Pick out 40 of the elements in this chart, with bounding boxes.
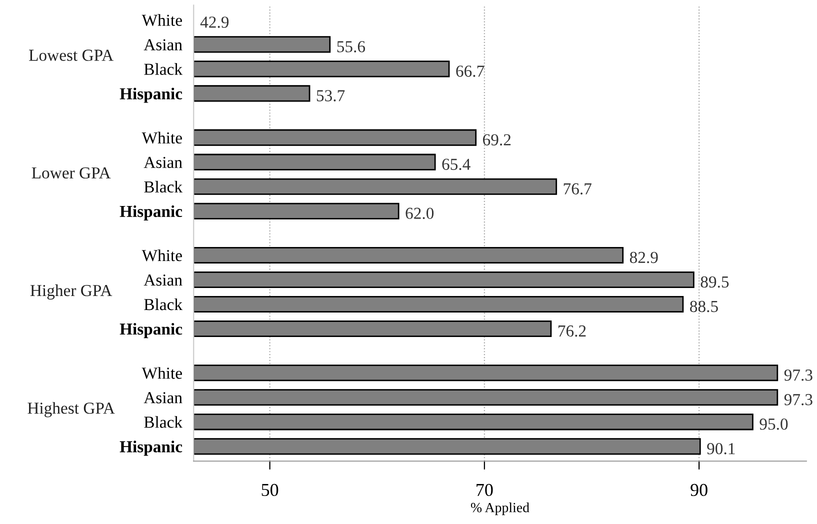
data-label: 76.7 <box>564 183 592 195</box>
data-label: 97.3 <box>784 394 812 406</box>
y-tick-label: Hispanic <box>120 440 182 456</box>
y-tick-label: Black <box>144 298 183 310</box>
y-tick-label: Black <box>144 416 183 428</box>
y-tick-label: Hispanic <box>120 205 182 220</box>
y-tick-label: Asian <box>144 392 182 404</box>
y-tick-label: White <box>142 14 182 26</box>
y-tick-label: White <box>142 132 182 144</box>
x-axis-title: % Applied <box>470 502 530 516</box>
y-tick-label: Black <box>144 63 183 75</box>
y-tick-label: White <box>142 249 182 262</box>
data-label: 90.1 <box>707 443 735 454</box>
y-tick-label: Asian <box>144 39 182 50</box>
y-tick-label: Asian <box>144 156 182 168</box>
y-tick-label: Asian <box>144 274 182 286</box>
y-tick-label: Hispanic <box>120 322 182 338</box>
data-label: 53.7 <box>316 90 345 102</box>
data-label: 42.9 <box>200 16 229 28</box>
x-tick-label: 70 <box>476 484 493 496</box>
data-label: 95.0 <box>760 418 788 430</box>
y-tick-label: Black <box>144 180 183 193</box>
data-label: 88.5 <box>690 300 718 312</box>
text: Lowest GPA <box>29 50 114 61</box>
data-label: 89.5 <box>700 276 729 288</box>
x-tick-label: 50 <box>262 484 278 496</box>
y-tick-label: White <box>142 367 182 379</box>
data-label: 69.2 <box>483 134 511 146</box>
data-label: 66.7 <box>456 66 484 77</box>
y-tick-label: Hispanic <box>120 88 182 103</box>
text: Highest GPA <box>28 402 115 418</box>
data-label: 82.9 <box>630 252 658 264</box>
text: Lower GPA <box>32 167 111 179</box>
data-label: 62.0 <box>406 208 434 220</box>
data-label: 65.4 <box>442 158 470 170</box>
text: Higher GPA <box>30 284 112 300</box>
data-label: 76.2 <box>558 325 586 337</box>
x-tick-label: 90 <box>690 484 708 496</box>
data-label: 97.3 <box>784 370 812 381</box>
data-label: 55.6 <box>337 41 366 52</box>
